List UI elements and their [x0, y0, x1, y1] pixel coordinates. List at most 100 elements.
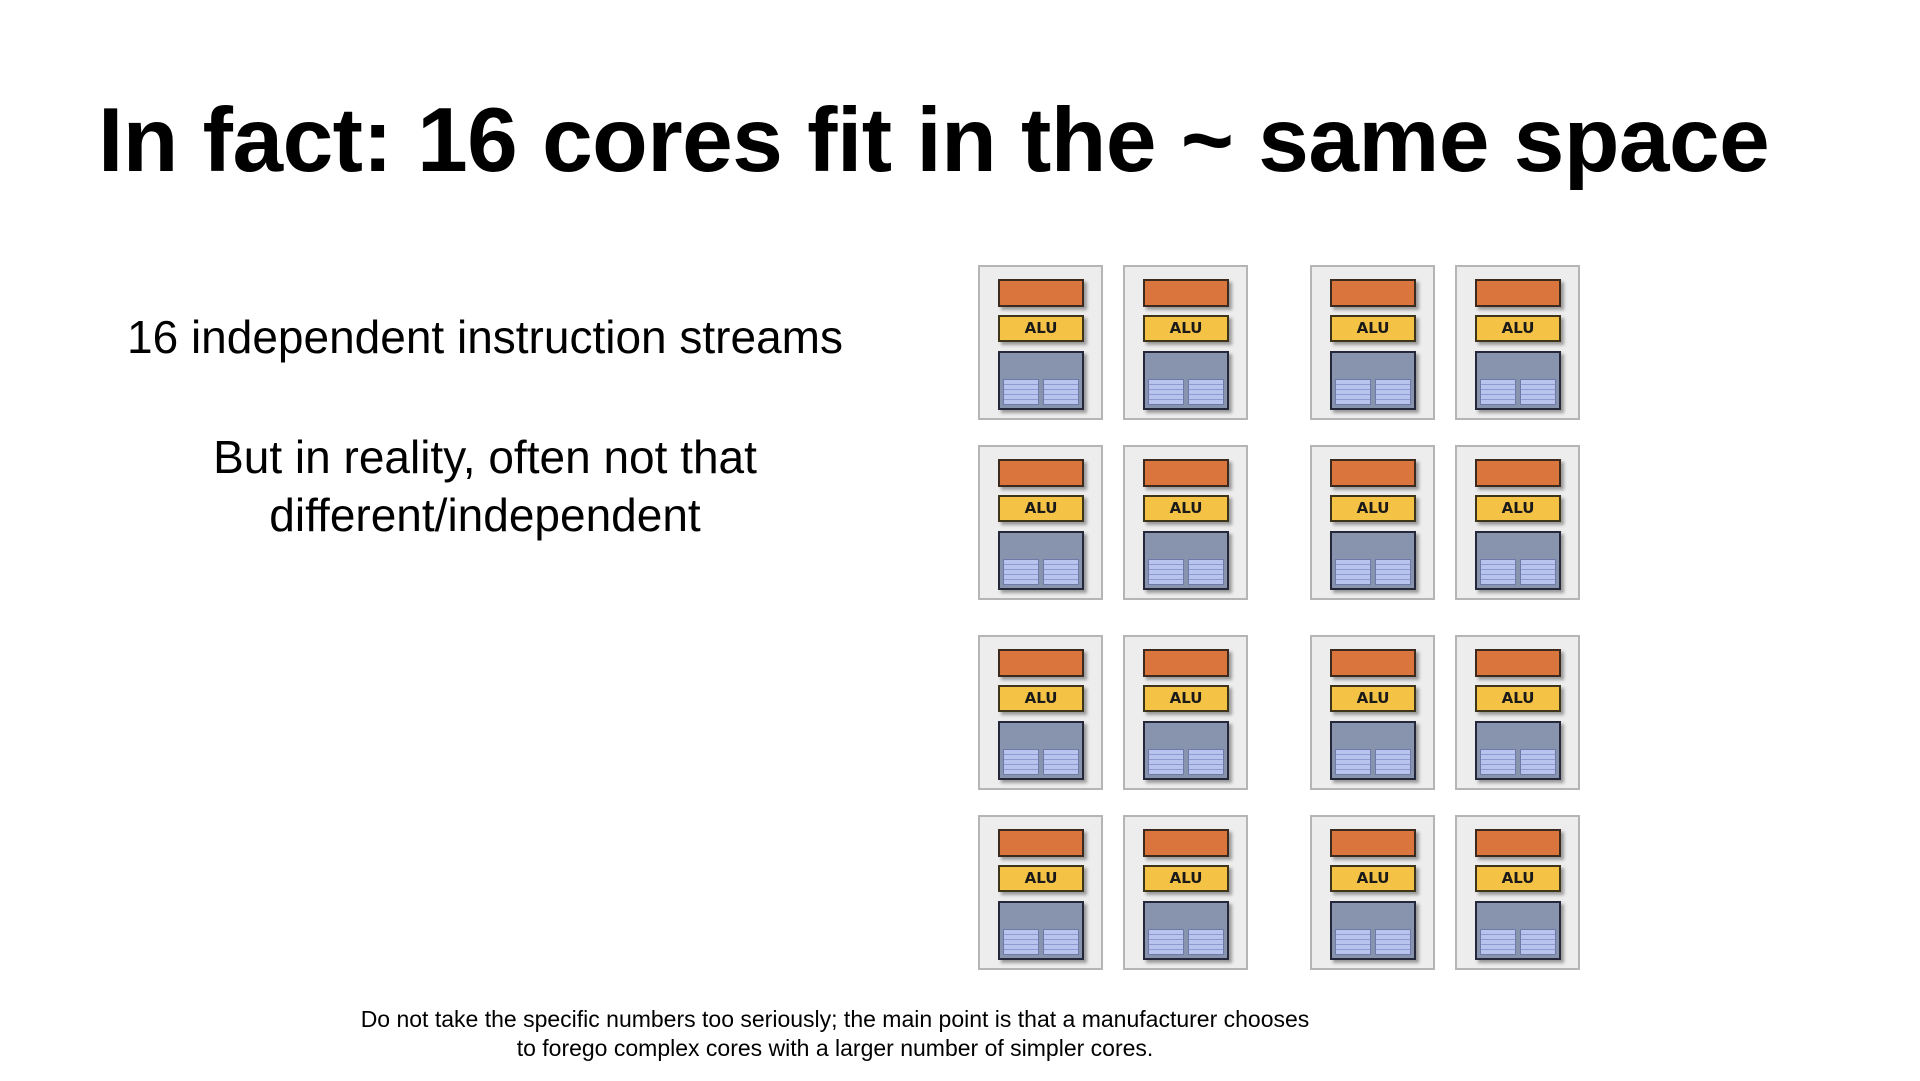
core-13: ALU [978, 815, 1103, 970]
execution-context-block [1143, 351, 1229, 410]
fetch-decode-block [1475, 459, 1561, 487]
alu-block: ALU [1330, 685, 1416, 712]
register-file-left [1148, 929, 1184, 955]
alu-block: ALU [1330, 495, 1416, 522]
register-file-left [1148, 559, 1184, 585]
register-file-right [1188, 379, 1224, 405]
register-file-left [1335, 749, 1371, 775]
core-16: ALU [1455, 815, 1580, 970]
core-15: ALU [1310, 815, 1435, 970]
register-file-right [1520, 559, 1556, 585]
register-file-left [1148, 379, 1184, 405]
execution-context-block [1475, 721, 1561, 780]
core-1: ALU [978, 265, 1103, 420]
execution-context-block [1143, 901, 1229, 960]
execution-context-block [1330, 531, 1416, 590]
slide-title: In fact: 16 cores fit in the ~ same spac… [98, 90, 1770, 191]
alu-block: ALU [1143, 685, 1229, 712]
register-file-right [1043, 929, 1079, 955]
register-file-left [1335, 929, 1371, 955]
alu-block: ALU [1330, 865, 1416, 892]
core-4: ALU [1455, 265, 1580, 420]
core-5: ALU [978, 445, 1103, 600]
fetch-decode-block [1475, 829, 1561, 857]
register-file-left [1003, 379, 1039, 405]
core-14: ALU [1123, 815, 1248, 970]
execution-context-block [998, 901, 1084, 960]
register-file-right [1375, 379, 1411, 405]
register-file-right [1188, 559, 1224, 585]
fetch-decode-block [998, 649, 1084, 677]
alu-block: ALU [1475, 865, 1561, 892]
fetch-decode-block [1143, 649, 1229, 677]
fetch-decode-block [1330, 649, 1416, 677]
footnote-line-1: Do not take the specific numbers too ser… [360, 1006, 1310, 1032]
execution-context-block [1143, 721, 1229, 780]
bullet-reality-line-1: But in reality, often not that [213, 431, 757, 483]
fetch-decode-block [998, 279, 1084, 307]
register-file-right [1520, 749, 1556, 775]
register-file-right [1375, 559, 1411, 585]
register-file-left [1480, 749, 1516, 775]
core-2: ALU [1123, 265, 1248, 420]
fetch-decode-block [1475, 649, 1561, 677]
fetch-decode-block [1330, 279, 1416, 307]
fetch-decode-block [998, 459, 1084, 487]
core-8: ALU [1455, 445, 1580, 600]
fetch-decode-block [1143, 459, 1229, 487]
alu-block: ALU [1143, 315, 1229, 342]
execution-context-block [1330, 901, 1416, 960]
execution-context-block [1475, 351, 1561, 410]
core-10: ALU [1123, 635, 1248, 790]
execution-context-block [1475, 901, 1561, 960]
core-9: ALU [978, 635, 1103, 790]
register-file-left [1335, 559, 1371, 585]
register-file-left [1003, 749, 1039, 775]
alu-block: ALU [998, 685, 1084, 712]
register-file-left [1480, 929, 1516, 955]
fetch-decode-block [1143, 279, 1229, 307]
bullet-reality-line-2: different/independent [269, 489, 701, 541]
register-file-right [1043, 749, 1079, 775]
register-file-left [1335, 379, 1371, 405]
register-file-left [1003, 559, 1039, 585]
register-file-right [1043, 559, 1079, 585]
core-3: ALU [1310, 265, 1435, 420]
alu-block: ALU [998, 865, 1084, 892]
execution-context-block [998, 721, 1084, 780]
core-7: ALU [1310, 445, 1435, 600]
core-12: ALU [1455, 635, 1580, 790]
register-file-right [1375, 929, 1411, 955]
register-file-left [1480, 379, 1516, 405]
execution-context-block [998, 531, 1084, 590]
fetch-decode-block [998, 829, 1084, 857]
register-file-right [1188, 749, 1224, 775]
execution-context-block [1475, 531, 1561, 590]
execution-context-block [998, 351, 1084, 410]
footnote: Do not take the specific numbers too ser… [300, 1005, 1370, 1063]
alu-block: ALU [1475, 685, 1561, 712]
register-file-right [1520, 379, 1556, 405]
register-file-left [1148, 749, 1184, 775]
alu-block: ALU [1143, 495, 1229, 522]
fetch-decode-block [1475, 279, 1561, 307]
core-11: ALU [1310, 635, 1435, 790]
execution-context-block [1143, 531, 1229, 590]
register-file-right [1520, 929, 1556, 955]
alu-block: ALU [998, 495, 1084, 522]
register-file-left [1003, 929, 1039, 955]
core-6: ALU [1123, 445, 1248, 600]
alu-block: ALU [1330, 315, 1416, 342]
execution-context-block [1330, 351, 1416, 410]
register-file-right [1375, 749, 1411, 775]
footnote-line-2: to forego complex cores with a larger nu… [516, 1035, 1154, 1061]
fetch-decode-block [1330, 829, 1416, 857]
bullet-reality-note: But in reality, often not that different… [40, 428, 930, 544]
fetch-decode-block [1330, 459, 1416, 487]
register-file-right [1043, 379, 1079, 405]
alu-block: ALU [1475, 495, 1561, 522]
execution-context-block [1330, 721, 1416, 780]
register-file-left [1480, 559, 1516, 585]
alu-block: ALU [1475, 315, 1561, 342]
